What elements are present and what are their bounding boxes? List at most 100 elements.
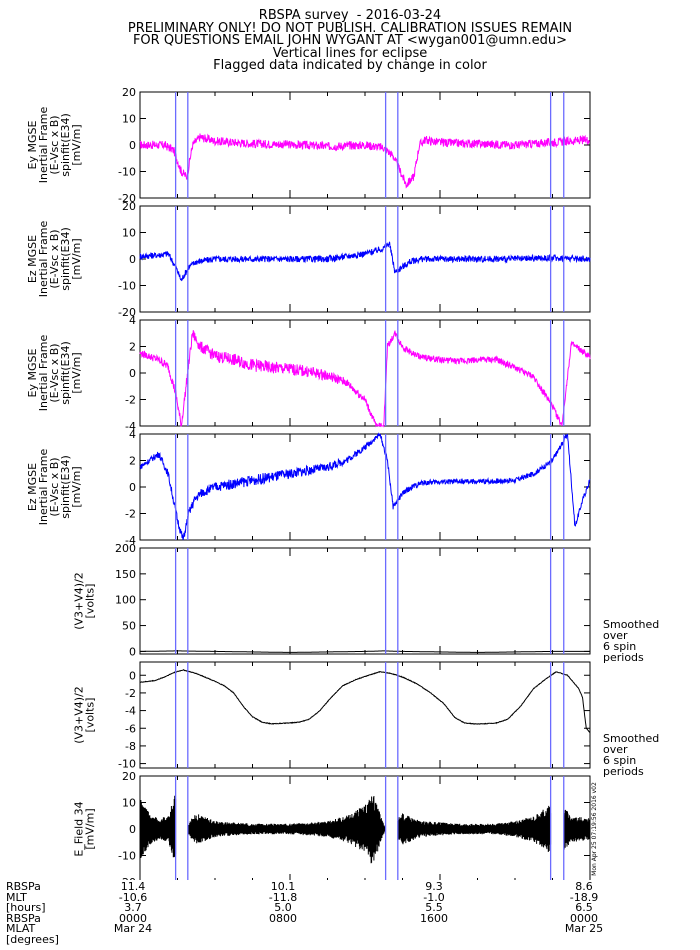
data-series-line <box>139 133 591 189</box>
y-tick-label: -4 <box>125 534 136 547</box>
y-tick-label: 150 <box>115 568 136 581</box>
y-axis-label: [mV/m] <box>70 466 83 507</box>
y-axis-label: Inertial Frame <box>37 449 50 526</box>
footer-label-rbspa-2: RBSPa <box>6 911 41 925</box>
y-tick-label: -2 <box>125 687 136 700</box>
data-series-line <box>139 241 591 282</box>
y-tick-label: 20 <box>122 200 136 213</box>
y-tick-label: 4 <box>129 428 136 441</box>
footer-label-hours: [hours] <box>6 901 46 915</box>
y-tick-label: 0 <box>129 139 136 152</box>
panel-annotation: 6 spin <box>603 640 636 653</box>
y-axis-label: spinfit(E34) <box>59 455 72 519</box>
y-axis-label: spinfit(E34) <box>59 227 72 291</box>
y-tick-label: 50 <box>122 620 136 633</box>
footer-value: -10.6 <box>118 890 148 904</box>
footer-column-1600: 9.3 -1.0 5.5 1600 <box>420 880 448 924</box>
y-axis-label: (E-Vsc x B) <box>48 115 61 174</box>
y-tick-label: -2 <box>125 508 136 521</box>
footer-value: 10.1 <box>270 880 296 893</box>
y-axis-label: [mV/m] <box>70 352 83 393</box>
y-tick-label: 0 <box>129 823 136 836</box>
y-axis-label: Ey MGSE <box>26 348 39 397</box>
footer-row-labels: RBSPa MLT [hours] RBSPa MLAT [degrees] <box>6 880 59 946</box>
footer-value: 3.7 <box>124 901 142 915</box>
footer-value: -18.9 <box>569 890 599 904</box>
data-series-line <box>139 669 591 733</box>
y-tick-label: -6 <box>125 722 136 735</box>
data-series-envelope <box>139 795 591 864</box>
panel-frame <box>139 547 591 655</box>
footer-value: Mar 25 <box>564 922 604 936</box>
y-axis-label: Inertial Frame <box>37 335 50 412</box>
panel-annotation: Smoothed <box>603 732 659 745</box>
y-tick-label: 10 <box>122 113 136 126</box>
y-tick-label: -8 <box>125 740 136 753</box>
y-axis-label: (E-Vsc x B) <box>48 457 61 516</box>
y-axis-label: Ez MGSE <box>26 463 39 511</box>
footer-value: 8.6 <box>575 880 593 893</box>
data-series-line <box>139 330 591 428</box>
plot-header: RBSPA survey - 2016-03-24 PRELIMINARY ON… <box>0 8 700 73</box>
panel-annotation: periods <box>603 765 644 778</box>
header-title: RBSPA survey - 2016-03-24 <box>258 8 442 23</box>
footer-label-mlt: MLT <box>6 890 27 904</box>
y-tick-label: 0 <box>129 481 136 494</box>
panel-timestamp: Mon Apr 25 07:19:56 2016 v02 <box>591 782 598 876</box>
y-tick-label: -10 <box>118 280 136 293</box>
y-axis-label: [volts] <box>84 698 97 733</box>
header-flag-note: Flagged data indicated by change in colo… <box>213 58 487 73</box>
footer-column-0800: 10.1 -11.8 5.0 0800 <box>268 880 298 924</box>
footer-value: 6.5 <box>575 901 593 915</box>
y-tick-label: -4 <box>125 705 136 718</box>
y-tick-label: -10 <box>118 166 136 179</box>
y-tick-label: 100 <box>115 594 136 607</box>
y-axis-label: E_Field 34 <box>73 801 86 856</box>
footer-value: -11.8 <box>268 890 298 904</box>
header-contact: FOR QUESTIONS EMAIL JOHN WYGANT AT <wyga… <box>132 33 568 48</box>
y-tick-label: 20 <box>122 86 136 99</box>
y-tick-label: -2 <box>125 394 136 407</box>
panel-annotation: 6 spin <box>603 754 636 767</box>
y-tick-label: 200 <box>115 542 136 555</box>
footer-value: 5.5 <box>425 901 443 915</box>
y-axis-label: Inertial Frame <box>37 107 50 184</box>
footer-value: 5.0 <box>274 901 292 915</box>
panel-annotation: Smoothed <box>603 618 659 631</box>
footer-label-rbspa: RBSPa <box>6 880 41 893</box>
header-warning: PRELIMINARY ONLY! DO NOT PUBLISH. CALIBR… <box>127 20 573 36</box>
y-tick-label: 10 <box>122 227 136 240</box>
footer-value: -1.0 <box>423 890 445 904</box>
y-axis-label: spinfit(E34) <box>59 113 72 177</box>
footer-value: Mar 24 <box>113 922 153 936</box>
footer-column-0000: 11.4 -10.6 3.7 0000 Mar 24 <box>113 880 153 936</box>
y-tick-label: 2 <box>129 455 136 468</box>
y-tick-label: 0 <box>129 253 136 266</box>
y-tick-label: 4 <box>129 314 136 327</box>
y-tick-label: 0 <box>129 645 136 658</box>
data-series-line <box>139 432 591 541</box>
y-axis-label: Inertial Frame <box>37 221 50 298</box>
y-axis-label: Ez MGSE <box>26 235 39 283</box>
y-axis-label: (V3+V4)/2 <box>73 686 86 744</box>
y-tick-label: -10 <box>118 850 136 863</box>
y-tick-label: 2 <box>129 341 136 354</box>
panel-frame <box>139 319 591 427</box>
footer-column-0000-next: 8.6 -18.9 6.5 0000 Mar 25 <box>564 880 604 936</box>
y-axis-label: Ey MGSE <box>26 120 39 169</box>
y-tick-label: -4 <box>125 420 136 433</box>
footer-label-mlat: MLAT <box>6 922 36 936</box>
y-axis-label: [volts] <box>84 584 97 619</box>
footer-label-degrees: [degrees] <box>6 932 59 946</box>
y-tick-label: 20 <box>122 770 136 783</box>
y-axis-label: spinfit(E34) <box>59 341 72 405</box>
y-tick-label: -20 <box>118 306 136 319</box>
y-axis-label: (E-Vsc x B) <box>48 343 61 402</box>
footer-value: 11.4 <box>120 880 146 893</box>
y-axis-label: [mV/m] <box>70 124 83 165</box>
header-eclipse-note: Vertical lines for eclipse <box>272 45 428 61</box>
panel-annotation: periods <box>603 651 644 664</box>
y-axis-label: (E-Vsc x B) <box>48 229 61 288</box>
y-tick-label: 0 <box>129 669 136 682</box>
footer-value: 9.3 <box>425 880 443 893</box>
